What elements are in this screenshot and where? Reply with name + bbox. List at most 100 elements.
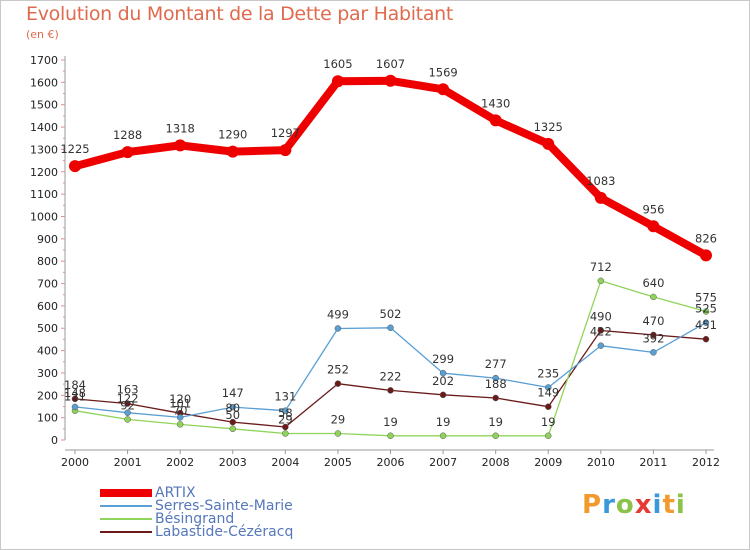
x-tick-label: 2012 [692,456,720,469]
data-point [229,418,236,426]
data-label: 1083 [586,174,615,188]
data-point [384,74,397,87]
data-label: 1430 [481,96,510,110]
data-label: 1569 [428,65,457,79]
data-label: 80 [225,401,240,415]
data-label: 122 [117,392,139,406]
y-tick-label: 1400 [30,121,58,134]
data-point [542,137,555,150]
data-label: 1225 [60,142,89,156]
y-tick-label: 600 [37,300,58,313]
y-tick-label: 1000 [30,210,58,223]
data-label: 163 [117,383,139,397]
logo-letter: r [602,490,616,520]
data-label: 19 [488,415,503,429]
y-tick-label: 0 [51,434,58,447]
data-point [597,327,605,334]
data-label: 148 [64,386,86,400]
data-point [226,145,239,158]
data-point [282,423,289,431]
y-tick-label: 200 [37,389,58,402]
x-tick-label: 2004 [271,456,299,469]
data-label: 1318 [166,121,195,135]
data-point [439,369,447,377]
legend-swatch [100,531,152,533]
logo-letter: i [675,490,686,520]
chart-title: Evolution du Montant de la Dette par Hab… [26,3,454,25]
data-label: 202 [432,374,454,388]
data-label: 222 [380,369,402,383]
data-point [545,384,552,391]
legend-label: Serres-Sainte-Marie [155,498,293,514]
data-point [650,331,657,339]
x-tick-label: 2008 [482,456,510,469]
data-label: 422 [590,325,612,339]
data-label: 956 [642,202,664,216]
data-point [176,414,184,421]
y-tick-label: 700 [37,278,58,291]
y-tick-label: 900 [37,233,58,246]
data-point [334,430,342,437]
y-tick-label: 1700 [30,54,58,67]
x-tick-label: 2003 [219,456,247,469]
y-tick-label: 1500 [30,99,58,112]
data-label: 712 [590,260,612,274]
y-tick-label: 1600 [30,76,58,89]
x-tick-label: 2000 [61,456,89,469]
data-point [282,407,289,414]
data-label: 188 [485,377,507,391]
data-point [439,391,447,399]
data-point [229,425,236,433]
data-point [387,432,394,440]
y-tick-label: 100 [37,412,58,425]
data-label: 29 [278,413,293,427]
data-label: 19 [436,415,451,429]
data-point [282,430,289,437]
data-label: 19 [541,415,556,429]
chart-subtitle: (en €) [26,28,59,41]
data-label: 1325 [534,120,563,134]
logo-letter: x [634,490,653,520]
data-label: 19 [383,415,398,429]
data-point [492,394,499,402]
data-point [124,416,131,423]
data-label: 101 [169,396,191,410]
series-line-artix [71,76,710,260]
data-point [597,277,605,285]
data-point [176,421,184,428]
x-tick-label: 2002 [166,456,194,469]
series-line-b-singrand [74,280,707,437]
data-label: 252 [327,363,349,377]
data-point [71,403,79,411]
data-label: 451 [695,318,717,332]
logo-letter: o [615,490,635,520]
y-tick-label: 500 [37,322,58,335]
data-point [489,114,502,127]
data-point [545,432,552,440]
proxiti-logo: Proxiti [582,490,686,520]
x-tick-label: 2006 [377,456,405,469]
logo-letter: i [652,490,663,520]
y-tick-label: 1300 [30,143,58,156]
data-point [492,374,499,382]
data-point [69,160,81,173]
y-tick-label: 400 [37,345,58,358]
data-point [71,395,79,403]
data-point [174,139,187,152]
data-label: 131 [274,390,296,404]
x-tick-label: 2009 [534,456,562,469]
data-label: 277 [485,357,507,371]
data-label-layer: 184 163 120 80 58 252 222 202 188 149 490 470 451 131… [60,57,717,429]
data-point [279,144,292,157]
x-tick-label: 2010 [587,456,615,469]
x-tick-label: 2011 [639,456,667,469]
data-point [492,432,499,440]
data-point [647,220,660,233]
data-label: 120 [169,392,191,406]
x-tick-label: 2007 [429,456,457,469]
y-tick-label: 800 [37,255,58,268]
data-point [702,308,710,315]
data-point [594,191,607,204]
series-layer [69,74,712,440]
